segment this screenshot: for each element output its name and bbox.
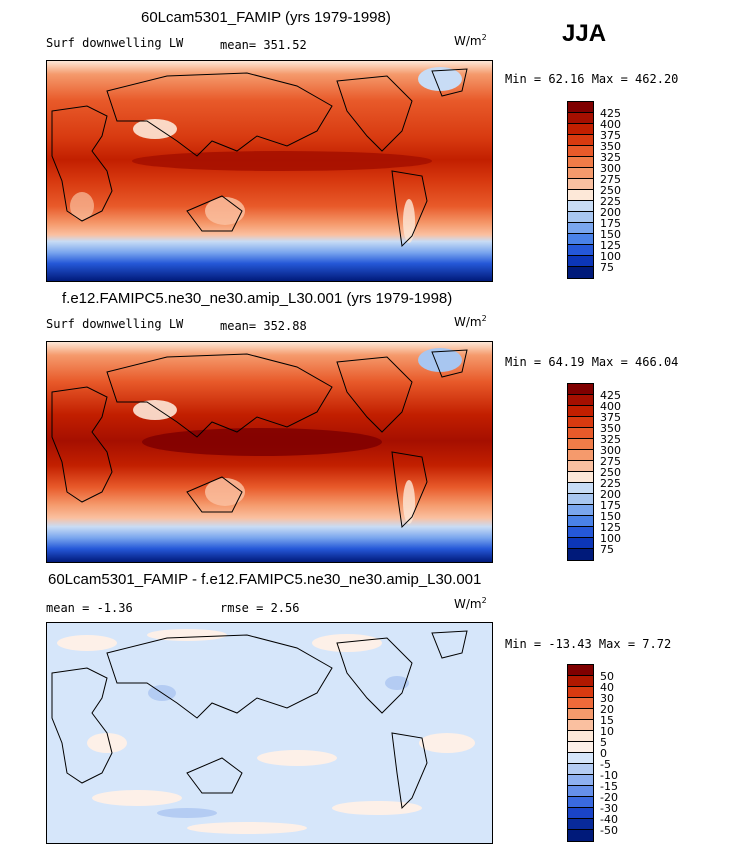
panel-1-mean: mean= 351.52 [220, 38, 307, 52]
panel-2-colorbar [567, 383, 594, 561]
panel-3-colorbar [567, 664, 594, 842]
season-label: JJA [562, 20, 607, 47]
panel-3-units: W/m2 [454, 596, 487, 611]
panel-2-map [46, 341, 493, 563]
panel-3-title: 60Lcam5301_FAMIP - f.e12.FAMIPC5.ne30_ne… [48, 571, 482, 588]
panel-1-variable: Surf downwelling LW [46, 36, 184, 50]
panel-3-minmax: Min = -13.43 Max = 7.72 [505, 637, 672, 651]
panel-1-units: W/m2 [454, 33, 487, 48]
panel-3-mean: mean = -1.36 [46, 601, 133, 615]
panel-2-mean: mean= 352.88 [220, 319, 307, 333]
panel-1-minmax: Min = 62.16 Max = 462.20 [505, 72, 679, 86]
panel-2-minmax: Min = 64.19 Max = 466.04 [505, 355, 679, 369]
panel-1-title: 60Lcam5301_FAMIP (yrs 1979-1998) [141, 9, 391, 26]
panel-2-variable: Surf downwelling LW [46, 317, 184, 331]
panel-2-units: W/m2 [454, 314, 487, 329]
panel-3-map [46, 622, 493, 844]
panel-1-map [46, 60, 493, 282]
panel-3-rmse: rmse = 2.56 [220, 601, 300, 615]
panel-2-title: f.e12.FAMIPC5.ne30_ne30.amip_L30.001 (yr… [62, 290, 453, 307]
panel-1-colorbar [567, 101, 594, 279]
